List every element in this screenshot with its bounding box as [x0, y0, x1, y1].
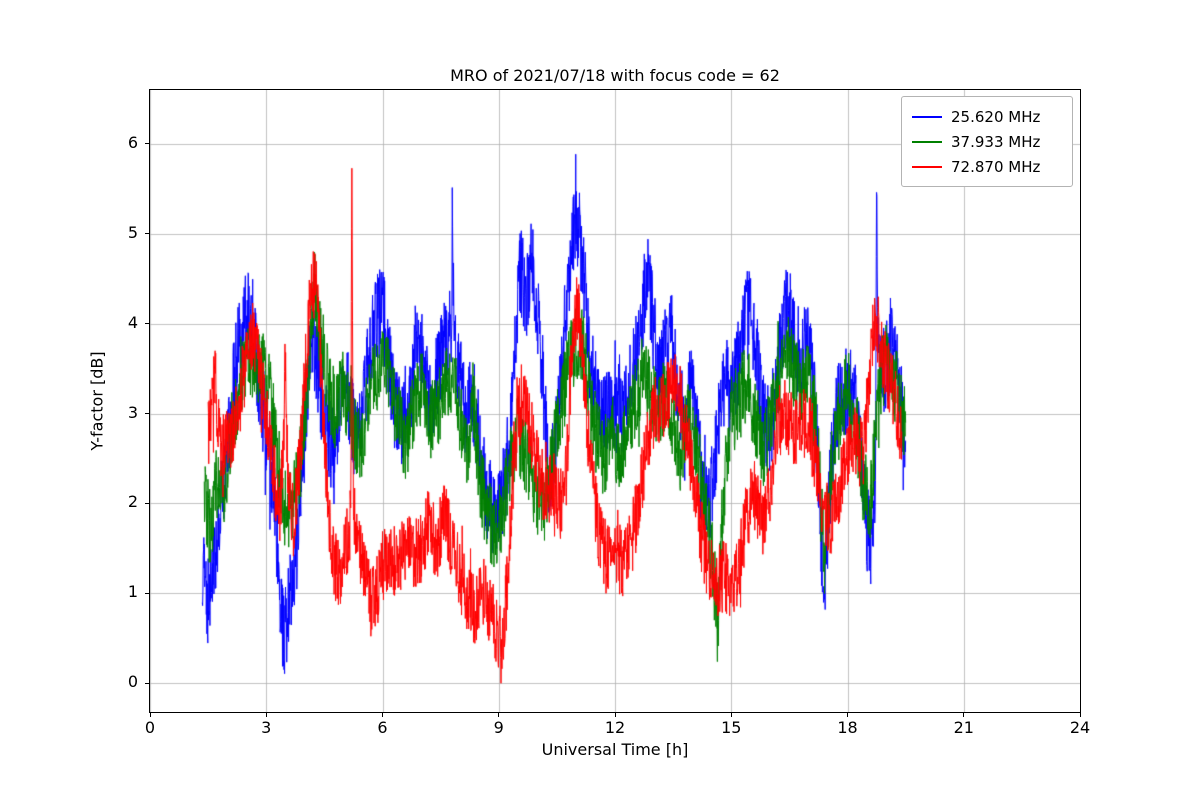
- x-tick-label: 0: [144, 718, 156, 737]
- x-tick-label: 21: [953, 718, 974, 737]
- legend-label: 25.620 MHz: [951, 107, 1041, 126]
- x-tick-label: 15: [721, 718, 742, 737]
- legend-line-swatch: [912, 115, 942, 118]
- x-tick-mark: [1079, 713, 1081, 717]
- x-tick-label: 6: [377, 718, 388, 737]
- x-tick-label: 9: [493, 718, 504, 737]
- y-tick-label: 4: [127, 312, 138, 332]
- x-tick-mark: [265, 713, 267, 717]
- y-tick-mark: [145, 323, 149, 325]
- legend-entry: 25.620 MHz: [912, 104, 1062, 129]
- legend-line-swatch: [912, 165, 942, 168]
- y-tick-mark: [145, 233, 149, 235]
- legend-label: 72.870 MHz: [951, 157, 1041, 176]
- y-axis-label: Y-factor [dB]: [87, 351, 107, 451]
- legend-entry: 37.933 MHz: [912, 129, 1062, 154]
- y-tick-label: 5: [127, 222, 138, 242]
- axes: [149, 89, 1081, 713]
- x-tick-mark: [382, 713, 383, 717]
- x-tick-label: 12: [604, 718, 626, 737]
- y-tick-label: 1: [127, 582, 138, 602]
- x-axis-label: Universal Time [h]: [541, 740, 689, 759]
- legend-label: 37.933 MHz: [951, 132, 1041, 151]
- legend-line-swatch: [912, 140, 942, 143]
- x-tick-label: 3: [261, 718, 272, 737]
- y-tick-mark: [145, 143, 149, 145]
- y-tick-mark: [145, 413, 149, 415]
- x-tick-label: 24: [1069, 718, 1091, 737]
- x-tick-mark: [498, 713, 500, 717]
- legend: 25.620 MHz 37.933 MHz 72.870 MHz: [901, 96, 1073, 187]
- y-tick-label: 0: [127, 672, 138, 692]
- x-tick-mark: [730, 713, 732, 717]
- y-tick-mark: [145, 682, 149, 684]
- chart-title: MRO of 2021/07/18 with focus code = 62: [450, 66, 780, 85]
- plot-canvas: [150, 90, 1080, 712]
- x-tick-mark: [149, 713, 151, 717]
- y-tick-label: 2: [127, 492, 138, 512]
- x-tick-mark: [847, 713, 848, 717]
- y-tick-mark: [145, 502, 149, 504]
- x-tick-label: 18: [837, 718, 858, 737]
- y-tick-mark: [145, 592, 149, 594]
- legend-entry: 72.870 MHz: [912, 154, 1062, 179]
- x-tick-mark: [963, 713, 965, 717]
- y-tick-label: 6: [127, 132, 138, 152]
- y-tick-label: 3: [127, 402, 138, 422]
- x-tick-mark: [614, 713, 616, 717]
